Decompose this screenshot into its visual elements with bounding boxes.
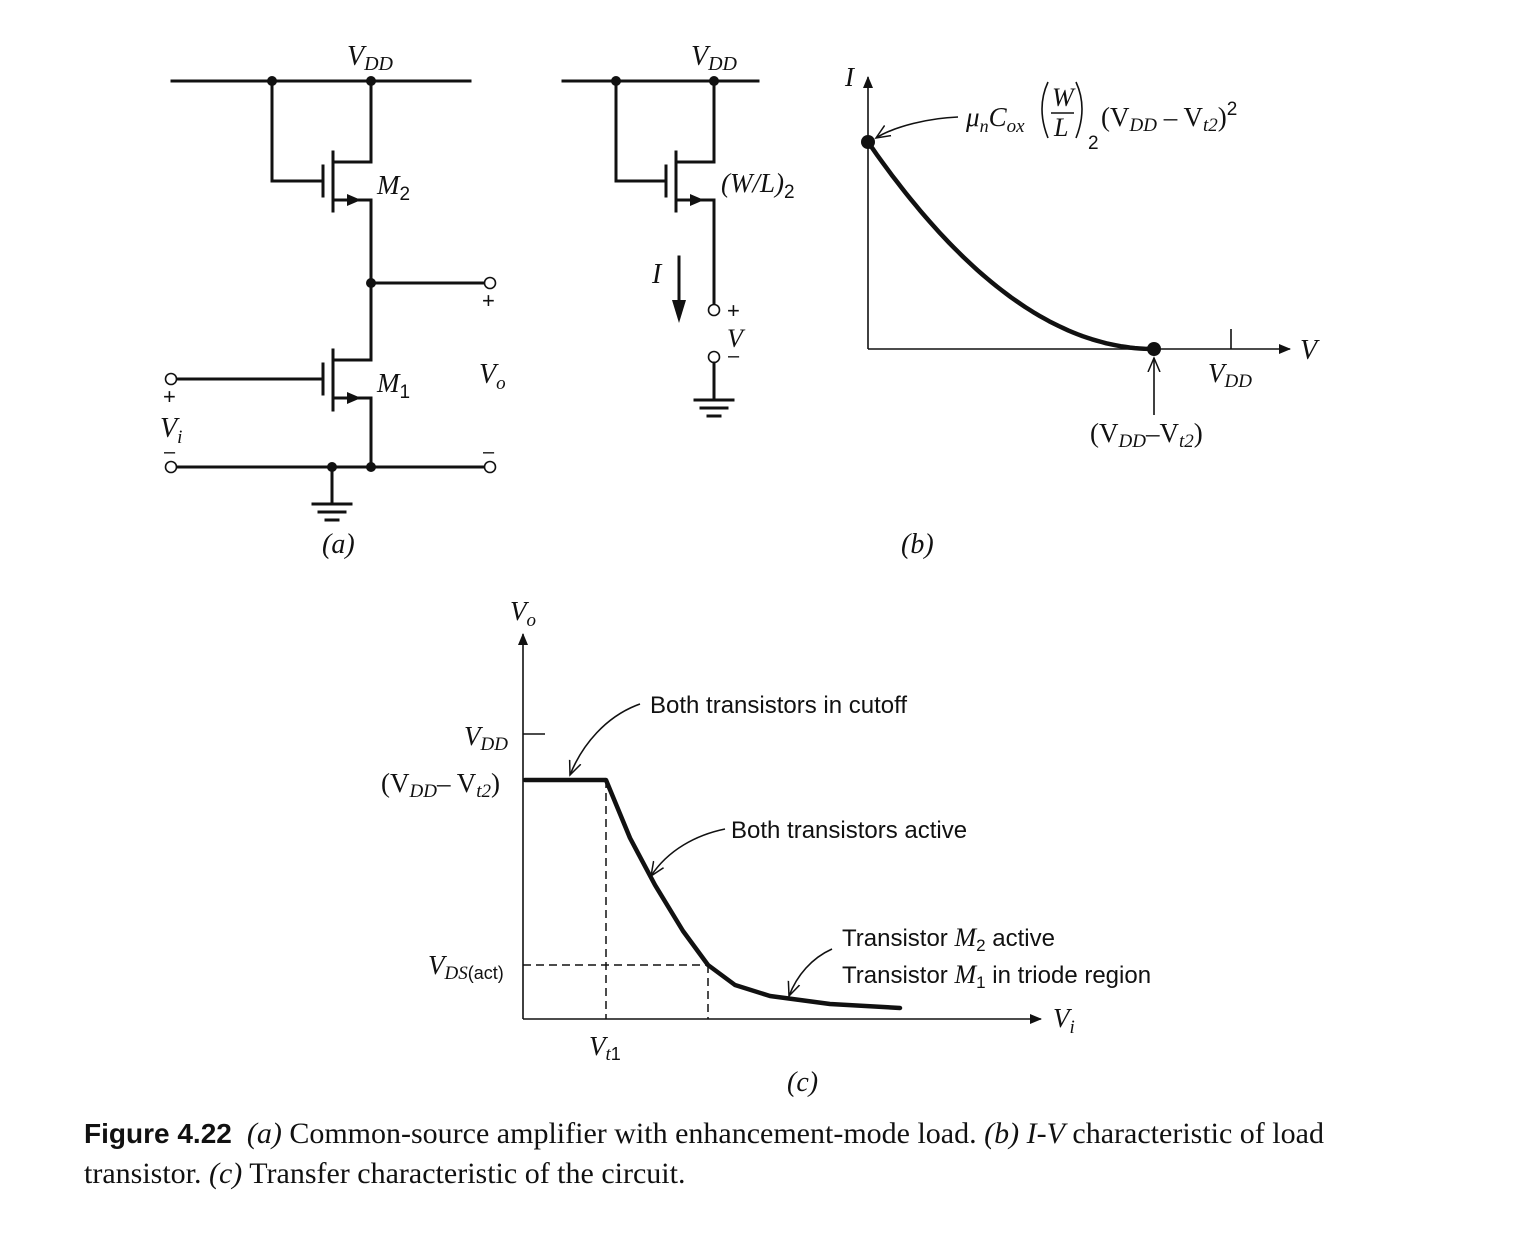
input-plus-sign: +	[163, 384, 176, 409]
v-minus-sign: –	[728, 345, 740, 367]
i-axis-label: I	[844, 62, 856, 92]
v-axis-label: V	[1300, 335, 1320, 366]
vdd-label: VDD	[691, 41, 738, 75]
caption-a-label: (a)	[246, 1117, 282, 1150]
vds-act-label: VDS(act)	[428, 950, 504, 984]
vo-label: Vo	[479, 359, 506, 394]
vdd-tick-label: VDD	[464, 721, 508, 755]
m1-drain	[331, 281, 373, 362]
saturation-current-formula: μnCox W L 2 (VDD – Vt2)2	[965, 81, 1237, 154]
m2-active-annotation: Transistor M2 active	[842, 923, 1055, 955]
wl2-label: (W/L)2	[721, 168, 795, 203]
vdd-vt2-label: (VDD– Vt2)	[381, 768, 500, 802]
ground-symbol	[693, 398, 735, 418]
active-pointer	[651, 828, 726, 876]
caption-b-label: (b)	[984, 1117, 1020, 1150]
v-plus-sign: +	[727, 298, 740, 323]
m1-label: M1	[376, 368, 410, 403]
vt1-label: Vt1	[589, 1031, 621, 1065]
figure-number: Figure 4.22	[84, 1118, 232, 1149]
iv-curve-end-marker	[1147, 342, 1161, 356]
m2-gate-wire	[270, 79, 325, 183]
figure-caption: Figure 4.22 (a) Common-source amplifier …	[84, 1114, 1444, 1194]
panel-b-load-circuit: VDD (W/L)2 I + V –	[561, 41, 795, 418]
current-arrow-head	[672, 300, 686, 323]
load-source-arrow	[690, 194, 704, 206]
input-terminal	[164, 372, 178, 386]
svg-text:(VDD – Vt2)2: (VDD – Vt2)2	[1101, 99, 1237, 136]
vi-label: Vi	[160, 413, 182, 448]
caption-b-text: characteristic of load transistor.	[84, 1117, 1324, 1190]
v-plus-terminal	[707, 303, 721, 317]
cutoff-annotation: Both transistors in cutoff	[650, 692, 907, 719]
m2-drain	[331, 79, 373, 164]
input-minus-sign: –	[164, 441, 176, 463]
svg-text:W: W	[1052, 83, 1076, 112]
panel-a-label: (a)	[322, 529, 355, 560]
load-drain	[674, 79, 716, 164]
svg-text:L: L	[1053, 113, 1068, 142]
transfer-curve	[522, 777, 903, 1011]
iv-curve	[865, 139, 1157, 352]
m2-source	[331, 198, 373, 285]
threshold-label: (VDD–Vt2)	[1090, 418, 1203, 452]
m1-source-arrow	[347, 392, 361, 404]
panel-c-transfer-graph: Vo Vi VDD (VDD– Vt2) VDS(act) Vt1 Both t…	[381, 596, 1151, 1098]
panel-c-label: (c)	[787, 1067, 818, 1098]
v-label: V	[727, 324, 746, 353]
panel-b-label: (b)	[901, 529, 934, 560]
vdd-label: VDD	[347, 41, 394, 75]
formula-pointer	[876, 116, 959, 138]
cutoff-pointer	[570, 703, 641, 775]
input-minus-terminal	[164, 460, 178, 474]
panel-a-circuit: VDD M2 M1 + Vo + Vi – – (a)	[160, 41, 506, 560]
current-label: I	[651, 259, 663, 290]
v-minus-terminal	[707, 350, 721, 364]
iv-curve-start-marker	[861, 135, 875, 149]
load-source	[674, 198, 716, 306]
caption-c-text: Transfer characteristic of the circuit.	[242, 1157, 686, 1190]
m1-source	[331, 396, 373, 469]
caption-c-label: (c)	[209, 1157, 243, 1190]
panel-b-iv-graph: I V VDD μnCox W L 2 (VDD – Vt2)2 (VDD–Vt…	[844, 62, 1320, 560]
ground-symbol	[311, 465, 353, 522]
svg-text:2: 2	[1088, 133, 1099, 154]
m1-triode-annotation: Transistor M1 in triode region	[842, 960, 1151, 992]
caption-b-iv: I-V	[1019, 1117, 1065, 1150]
m2-label: M2	[376, 170, 410, 205]
output-terminal	[483, 276, 497, 290]
active-annotation: Both transistors active	[731, 817, 967, 844]
triode-pointer	[789, 948, 833, 996]
load-gate-wire	[614, 79, 668, 183]
svg-text:μnCox: μnCox	[965, 102, 1025, 137]
vo-axis-label: Vo	[510, 596, 536, 631]
output-minus-terminal	[483, 460, 497, 474]
vi-axis-label: Vi	[1053, 1003, 1075, 1038]
output-plus-sign: +	[482, 288, 495, 313]
caption-a-text: Common-source amplifier with enhancement…	[281, 1117, 985, 1150]
m2-source-arrow	[347, 194, 361, 206]
vdd-tick-label: VDD	[1208, 358, 1252, 392]
node-dot	[366, 462, 376, 472]
output-minus-sign: –	[483, 441, 495, 463]
